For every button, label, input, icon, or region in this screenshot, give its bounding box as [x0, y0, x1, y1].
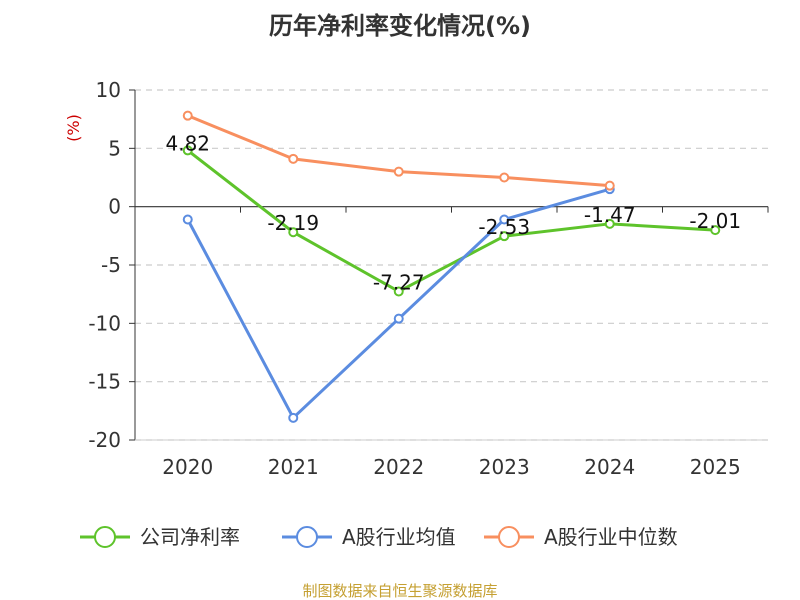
x-tick-label: 2025 [690, 455, 741, 479]
data-point [710, 225, 721, 236]
y-tick-label: -15 [88, 370, 121, 394]
x-tick-label: 2022 [373, 455, 424, 479]
chart-title: 历年净利率变化情况(%) [269, 12, 531, 40]
data-point [499, 172, 510, 183]
data-label: -7.27 [373, 270, 425, 294]
series-line [186, 187, 611, 420]
y-axis-unit-label: (%) [64, 114, 83, 142]
x-tick-label: 2023 [479, 455, 530, 479]
data-label: -2.01 [689, 209, 741, 233]
data-point [604, 180, 615, 191]
y-tick-label: -5 [101, 253, 121, 277]
legend-item[interactable]: A股行业中位数 [484, 525, 678, 549]
data-point [393, 313, 404, 324]
data-point [393, 286, 404, 297]
data-point [393, 166, 404, 177]
data-point [499, 214, 510, 225]
series-line [186, 149, 716, 293]
data-source-note: 制图数据来自恒生聚源数据库 [302, 582, 497, 600]
data-label: 4.82 [165, 131, 210, 155]
x-tick-label: 2020 [162, 455, 213, 479]
y-tick-label: 0 [108, 195, 121, 219]
x-tick-label: 2021 [268, 455, 319, 479]
legend-item[interactable]: 公司净利率 [80, 525, 240, 549]
data-point [288, 227, 299, 238]
x-tick-label: 2024 [584, 455, 635, 479]
legend-label: A股行业中位数 [544, 525, 678, 549]
y-tick-label: -20 [88, 428, 121, 452]
data-label: -1.47 [584, 203, 636, 227]
y-tick-label: 5 [108, 136, 121, 160]
y-tick-label: -10 [88, 311, 121, 335]
data-point [604, 218, 615, 229]
legend-marker-icon [296, 526, 318, 548]
data-label: -2.53 [478, 215, 530, 239]
y-tick-label: 10 [96, 78, 121, 102]
data-label: -2.19 [267, 211, 319, 235]
data-point [499, 231, 510, 242]
legend-marker-icon [94, 526, 116, 548]
data-point [182, 110, 193, 121]
legend-marker-icon [498, 526, 520, 548]
legend-label: A股行业均值 [342, 525, 456, 549]
data-point [182, 214, 193, 225]
data-point [288, 412, 299, 423]
data-point [182, 145, 193, 156]
legend-item[interactable]: A股行业均值 [282, 525, 456, 549]
legend-label: 公司净利率 [140, 525, 240, 549]
data-point [288, 153, 299, 164]
